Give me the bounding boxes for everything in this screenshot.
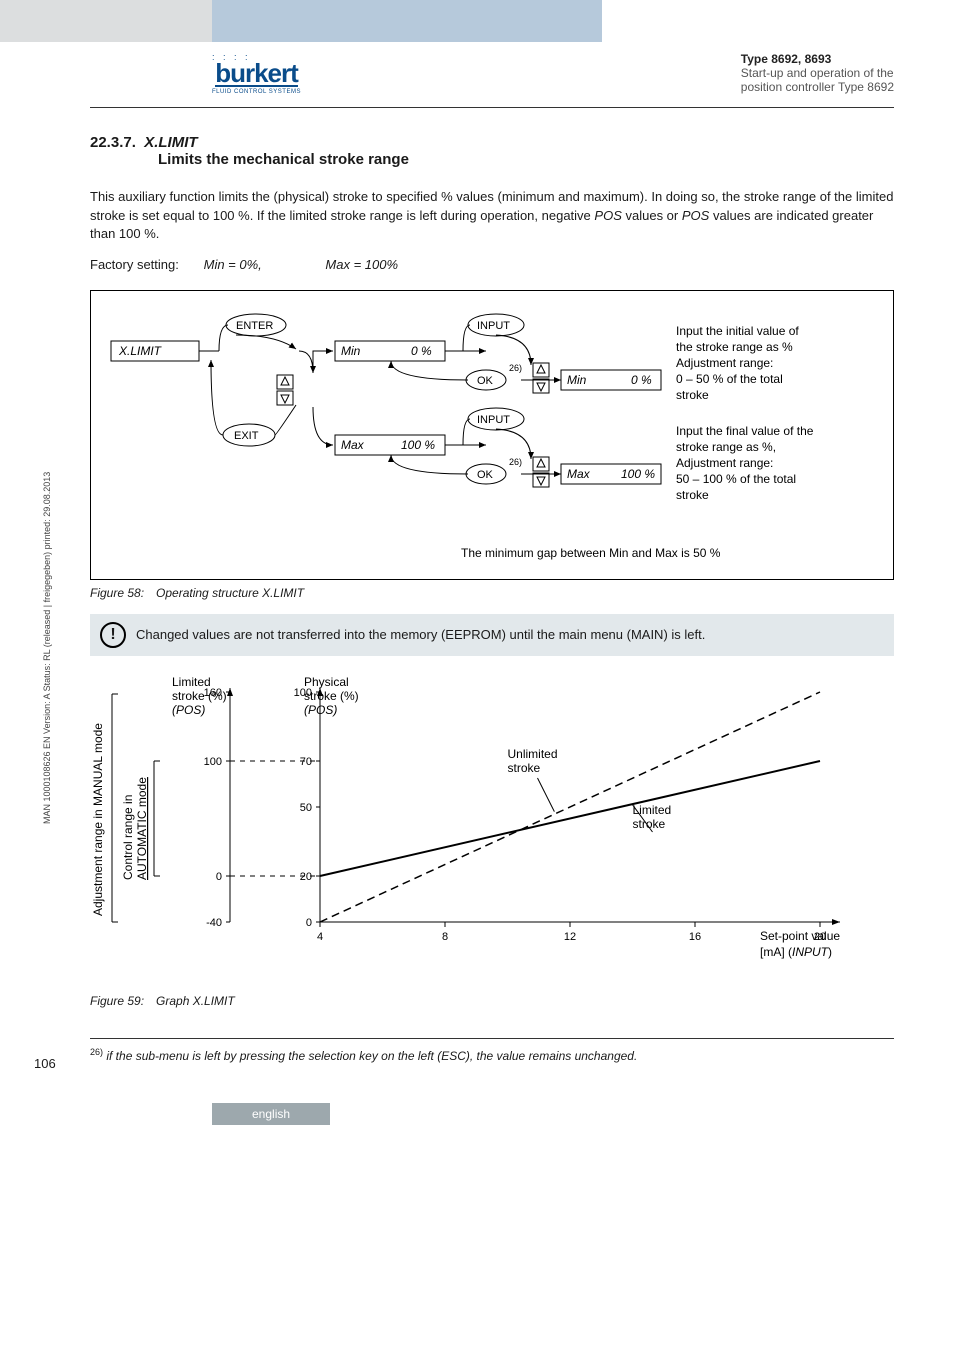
diagram2-svg: Adjustment range in MANUAL mode Control r…	[90, 668, 890, 988]
doc-id-vertical: MAN 1000108626 EN Version: A Status: RL …	[42, 472, 52, 824]
header-meta: Type 8692, 8693 Start-up and operation o…	[741, 52, 894, 94]
svg-text:The minimum gap between Min an: The minimum gap between Min and Max is 5…	[461, 546, 721, 560]
svg-text:0 %: 0 %	[631, 373, 652, 387]
svg-text:0: 0	[306, 917, 312, 929]
svg-text:100 %: 100 %	[621, 467, 655, 481]
svg-text:Unlimited: Unlimited	[508, 747, 558, 761]
svg-text:stroke range as %,: stroke range as %,	[676, 440, 776, 454]
svg-text:26): 26)	[509, 363, 522, 373]
footnote: 26) if the sub-menu is left by pressing …	[90, 1047, 894, 1063]
svg-text:AUTOMATIC mode: AUTOMATIC mode	[135, 777, 149, 880]
svg-text:EXIT: EXIT	[234, 430, 259, 442]
svg-text:stroke: stroke	[508, 761, 541, 775]
svg-text:Adjustment range in MANUAL mod: Adjustment range in MANUAL mode	[91, 723, 105, 916]
svg-text:160: 160	[204, 687, 222, 699]
svg-text:Max: Max	[341, 438, 365, 452]
svg-text:20: 20	[300, 871, 312, 883]
page-header: : : : : burkert FLUID CONTROL SYSTEMS Ty…	[90, 42, 894, 108]
footer-language-tab: english	[212, 1103, 330, 1125]
figure-59-caption: Figure 59: Graph X.LIMIT	[90, 994, 894, 1008]
svg-text:4: 4	[317, 931, 323, 943]
svg-text:Min: Min	[341, 344, 361, 358]
factory-setting: Factory setting: Min = 0%, Max = 100%	[90, 257, 894, 272]
svg-text:Adjustment range:: Adjustment range:	[676, 456, 773, 470]
svg-text:Set-point value: Set-point value	[760, 929, 840, 943]
svg-text:70: 70	[300, 756, 312, 768]
svg-text:stroke: stroke	[676, 488, 709, 502]
svg-text:-40: -40	[206, 917, 222, 929]
burkert-logo: : : : : burkert FLUID CONTROL SYSTEMS	[212, 52, 301, 95]
svg-text:100: 100	[204, 756, 222, 768]
note-text: Changed values are not transferred into …	[136, 627, 705, 642]
svg-text:stroke: stroke	[633, 817, 666, 831]
page-number: 106	[34, 1056, 56, 1071]
svg-text:OK: OK	[477, 469, 494, 481]
para-pos2: POS	[682, 208, 709, 223]
svg-text:the stroke range as %: the stroke range as %	[676, 340, 793, 354]
svg-text:100: 100	[294, 687, 312, 699]
svg-text:50 – 100 % of the total: 50 – 100 % of the total	[676, 472, 796, 486]
top-color-bar	[0, 0, 954, 42]
logo-subtitle: FLUID CONTROL SYSTEMS	[212, 89, 301, 95]
svg-text:Min: Min	[567, 373, 587, 387]
svg-text:INPUT: INPUT	[477, 320, 510, 332]
svg-text:100 %: 100 %	[401, 438, 435, 452]
logo-text: burkert	[215, 62, 298, 87]
svg-text:8: 8	[442, 931, 448, 943]
svg-text:(POS): (POS)	[304, 703, 337, 717]
svg-text:Input the initial value of: Input the initial value of	[676, 324, 799, 338]
svg-text:Limited: Limited	[633, 803, 672, 817]
svg-text:Max: Max	[567, 467, 591, 481]
svg-text:stroke: stroke	[676, 388, 709, 402]
svg-text:Adjustment range:: Adjustment range:	[676, 356, 773, 370]
svg-text:Input the final value of the: Input the final value of the	[676, 424, 814, 438]
section-subtitle: Limits the mechanical stroke range	[158, 151, 409, 168]
section-heading: 22.3.7. X.LIMIT Limits the mechanical st…	[90, 134, 894, 168]
intro-paragraph: This auxiliary function limits the (phys…	[90, 188, 894, 243]
svg-text:16: 16	[689, 931, 701, 943]
svg-text:X.LIMIT: X.LIMIT	[118, 344, 163, 358]
svg-text:ENTER: ENTER	[236, 320, 273, 332]
header-subtitle-2: position controller Type 8692	[741, 80, 894, 94]
header-subtitle-1: Start-up and operation of the	[741, 66, 894, 80]
page-content: 22.3.7. X.LIMIT Limits the mechanical st…	[90, 134, 894, 1063]
type-label: Type 8692, 8693	[741, 52, 894, 66]
svg-text:50: 50	[300, 802, 312, 814]
svg-text:[mA] (INPUT): [mA] (INPUT)	[760, 945, 832, 959]
factory-min: Min = 0%,	[204, 257, 262, 272]
svg-text:26): 26)	[509, 457, 522, 467]
svg-text:Control range in: Control range in	[121, 795, 135, 880]
para-pos1: POS	[594, 208, 621, 223]
svg-text:INPUT: INPUT	[477, 414, 510, 426]
svg-text:0: 0	[216, 871, 222, 883]
operating-structure-diagram: X.LIMIT ENTER EXIT Min 0 %	[90, 290, 894, 580]
factory-label: Factory setting:	[90, 257, 200, 272]
svg-text:0 – 50 % of the total: 0 – 50 % of the total	[676, 372, 783, 386]
svg-text:OK: OK	[477, 375, 494, 387]
xlimit-graph: Adjustment range in MANUAL mode Control r…	[90, 668, 894, 988]
section-number: 22.3.7.	[90, 134, 136, 151]
footnote-text: if the sub-menu is left by pressing the …	[103, 1049, 637, 1063]
factory-max: Max = 100%	[325, 257, 398, 272]
svg-text:(POS): (POS)	[172, 703, 205, 717]
footnote-sup: 26)	[90, 1047, 103, 1057]
figure-58-caption: Figure 58: Operating structure X.LIMIT	[90, 586, 894, 600]
para-mid: values or	[622, 208, 682, 223]
svg-text:12: 12	[564, 931, 576, 943]
eeprom-note: ! Changed values are not transferred int…	[90, 614, 894, 656]
svg-text:0 %: 0 %	[411, 344, 432, 358]
svg-text:stroke (%): stroke (%)	[304, 689, 359, 703]
note-icon: !	[100, 622, 126, 648]
section-title: X.LIMIT	[144, 134, 197, 151]
diagram1-svg: X.LIMIT ENTER EXIT Min 0 %	[101, 305, 871, 565]
